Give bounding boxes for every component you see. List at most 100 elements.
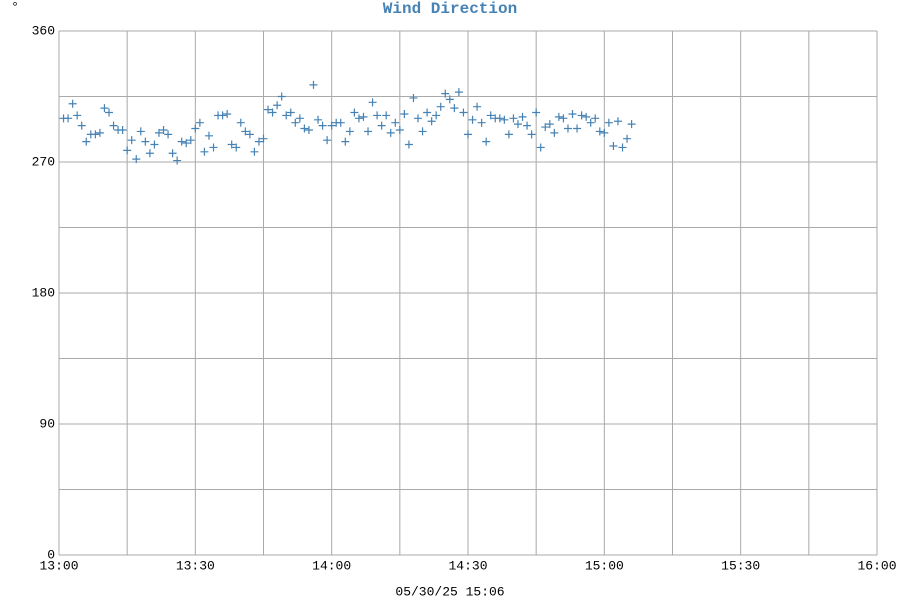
data-point: [495, 114, 504, 123]
data-point: [414, 114, 423, 123]
data-point: [459, 108, 468, 117]
y-tick-label: 90: [39, 416, 55, 431]
data-point: [368, 98, 377, 107]
data-point: [423, 108, 432, 117]
data-point: [264, 105, 273, 114]
data-point: [304, 125, 313, 134]
data-point: [350, 108, 359, 117]
data-point: [191, 124, 200, 133]
data-point: [586, 118, 595, 127]
data-point: [400, 109, 409, 118]
data-point: [259, 134, 268, 143]
data-point: [145, 149, 154, 158]
data-point: [364, 127, 373, 136]
data-point: [450, 104, 459, 113]
data-point: [541, 123, 550, 132]
data-point: [291, 118, 300, 127]
data-point: [223, 109, 232, 118]
data-point: [418, 127, 427, 136]
data-point: [164, 130, 173, 139]
data-point: [232, 143, 241, 152]
data-point: [404, 140, 413, 149]
data-point: [282, 111, 291, 120]
x-tick-label: 15:00: [585, 558, 624, 573]
data-point: [391, 118, 400, 127]
data-point: [82, 137, 91, 146]
data-point: [218, 111, 227, 120]
data-point: [454, 88, 463, 97]
data-point: [295, 114, 304, 123]
data-point: [77, 121, 86, 130]
x-tick-label: 16:00: [857, 558, 896, 573]
x-axis-label: 05/30/25 15:06: [395, 584, 504, 599]
data-point: [177, 137, 186, 146]
data-point: [582, 112, 591, 121]
data-point: [100, 104, 109, 113]
data-point: [595, 127, 604, 136]
data-point: [286, 108, 295, 117]
data-point: [118, 125, 127, 134]
data-point: [173, 156, 182, 165]
data-point: [377, 121, 386, 130]
data-point: [518, 112, 527, 121]
data-point: [464, 130, 472, 139]
data-point: [613, 117, 622, 126]
data-point: [186, 136, 195, 145]
data-point: [314, 115, 323, 124]
data-point: [409, 93, 418, 102]
data-point: [554, 112, 563, 121]
data-point: [91, 130, 100, 139]
data-point: [245, 130, 254, 139]
data-point: [600, 128, 609, 137]
data-point: [559, 114, 568, 123]
x-tick-label: 14:00: [312, 558, 351, 573]
data-point: [523, 121, 532, 130]
data-point: [254, 137, 263, 146]
data-point: [482, 137, 491, 146]
y-axis-label: °: [11, 0, 19, 14]
data-point: [123, 146, 132, 155]
data-point: [73, 111, 82, 120]
data-point: [623, 134, 632, 143]
data-point: [427, 117, 436, 126]
x-tick-label: 14:30: [448, 558, 487, 573]
data-point: [236, 118, 245, 127]
data-point: [536, 143, 545, 152]
y-tick-label: 0: [47, 547, 55, 562]
data-point: [309, 80, 318, 89]
data-point: [432, 111, 441, 120]
data-point: [127, 136, 136, 145]
data-point: [354, 114, 363, 123]
data-point: [500, 115, 509, 124]
data-point: [577, 111, 586, 120]
data-point: [141, 137, 150, 146]
data-point: [273, 101, 282, 110]
data-point: [395, 125, 404, 134]
data-point: [359, 112, 368, 121]
data-point: [250, 147, 259, 156]
data-point: [382, 111, 391, 120]
data-point: [504, 130, 513, 139]
data-point: [445, 95, 454, 104]
data-point: [227, 140, 236, 149]
data-point: [473, 102, 482, 111]
data-point: [68, 99, 77, 108]
data-point: [373, 111, 382, 120]
data-point: [550, 128, 559, 137]
data-point: [104, 108, 113, 117]
data-point: [168, 149, 177, 158]
data-point: [209, 143, 218, 152]
data-point: [136, 127, 145, 136]
data-point: [327, 121, 336, 130]
data-point: [109, 121, 118, 130]
data-point: [132, 155, 141, 164]
y-tick-label: 180: [32, 285, 55, 300]
data-point: [513, 120, 522, 129]
data-point: [64, 114, 73, 123]
x-tick-label: 15:30: [721, 558, 760, 573]
data-point: [563, 124, 572, 133]
data-point: [591, 114, 600, 123]
data-point: [318, 121, 327, 130]
